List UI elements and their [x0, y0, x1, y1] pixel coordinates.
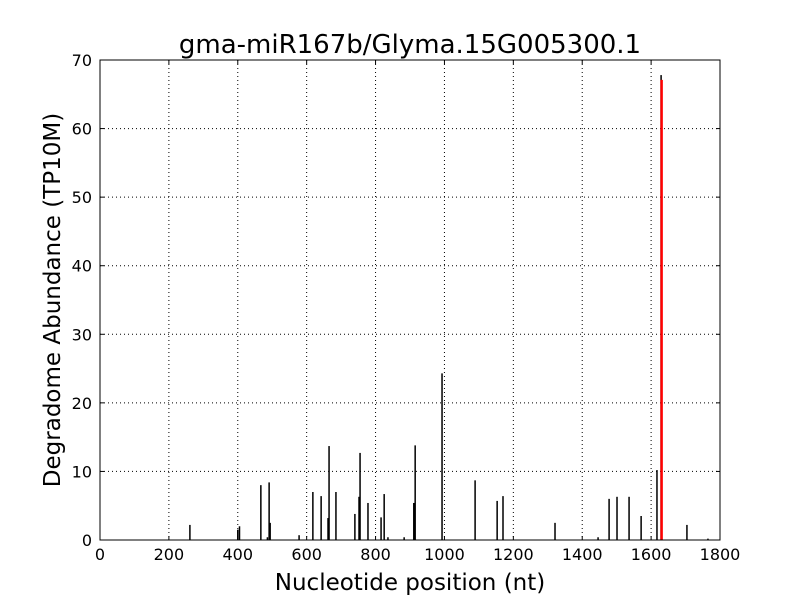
bar [380, 517, 382, 540]
x-tick-label: 1400 [562, 545, 603, 564]
y-tick-label: 30 [72, 325, 92, 344]
plot-background [100, 60, 720, 540]
bar [616, 496, 618, 540]
bar [189, 524, 191, 540]
x-tick-label: 0 [95, 545, 105, 564]
y-tick-label: 10 [72, 462, 92, 481]
y-tick-label: 50 [72, 188, 92, 207]
bar [268, 482, 270, 540]
y-tick-label: 0 [82, 531, 92, 550]
y-tick-label: 70 [72, 51, 92, 70]
y-ticks: 0 10 20 30 40 50 60 70 [72, 51, 720, 550]
bar [238, 526, 241, 540]
x-tick-label: 1200 [493, 545, 534, 564]
bar [707, 538, 709, 540]
bar [383, 494, 385, 540]
bar [359, 452, 361, 540]
y-tick-label: 20 [72, 394, 92, 413]
target-site-bar [660, 79, 663, 540]
plot-frame [99, 59, 721, 541]
bar [597, 537, 599, 540]
bar [260, 485, 262, 540]
bar [266, 537, 269, 540]
x-tick-label: 1800 [700, 545, 741, 564]
bar [608, 498, 610, 540]
x-axis-label: Nucleotide position (nt) [275, 570, 545, 596]
bar [358, 496, 360, 540]
bar [387, 537, 389, 540]
bar [656, 470, 658, 540]
bar [414, 445, 416, 540]
bar [686, 524, 688, 540]
y-axis-label: Degradome Abundance (TP10M) [40, 113, 66, 487]
bar [320, 496, 322, 540]
chart-title: gma-miR167b/Glyma.15G005300.1 [179, 30, 641, 60]
x-tick-label: 400 [223, 545, 254, 564]
bar [354, 513, 356, 540]
bar [237, 529, 239, 540]
bar [367, 502, 369, 540]
bar [441, 373, 443, 540]
bar [335, 492, 337, 540]
bar [298, 535, 300, 540]
bar [474, 480, 476, 540]
x-ticks: 0 200 400 600 800 1000 1200 1400 1600 1800 [95, 60, 740, 564]
y-tick-label: 40 [72, 257, 92, 276]
bar [413, 502, 415, 540]
x-tick-label: 800 [360, 545, 391, 564]
bar [312, 492, 314, 540]
bars [189, 75, 709, 540]
bar [502, 496, 504, 540]
bar [327, 518, 329, 540]
x-tick-label: 200 [154, 545, 185, 564]
x-tick-label: 1600 [631, 545, 672, 564]
x-tick-label: 600 [291, 545, 322, 564]
bar [328, 446, 330, 540]
bar [403, 537, 405, 540]
x-tick-label: 1000 [424, 545, 465, 564]
bar [640, 516, 642, 540]
bar [496, 500, 498, 540]
bar [269, 522, 271, 540]
y-tick-label: 60 [72, 120, 92, 139]
bar [554, 522, 556, 540]
bar [628, 496, 630, 540]
